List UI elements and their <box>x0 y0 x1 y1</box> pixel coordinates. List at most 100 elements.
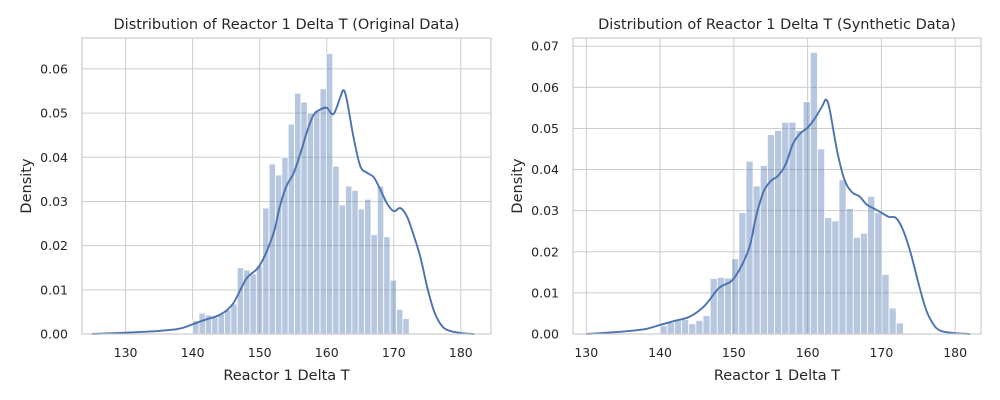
y-tick-label: 0.02 <box>531 244 559 259</box>
histogram-bar <box>695 320 704 335</box>
histogram-bar <box>731 258 740 335</box>
histogram-bar <box>838 179 847 335</box>
x-tick-label: 170 <box>869 345 893 360</box>
chart-synthetic-data: Distribution of Reactor 1 Delta T (Synth… <box>510 17 982 384</box>
histogram-bars <box>659 51 904 335</box>
chart-title: Distribution of Reactor 1 Delta T (Synth… <box>598 17 956 33</box>
histogram-bar <box>852 236 861 335</box>
grid <box>82 38 491 335</box>
histogram-bar <box>809 51 818 335</box>
histogram-bar <box>294 92 302 335</box>
y-tick-label: 0.06 <box>40 61 68 76</box>
histogram-bar <box>688 323 697 335</box>
histogram-bar <box>338 204 346 335</box>
y-axis-label: Density <box>19 158 35 214</box>
histogram-bar <box>376 185 385 335</box>
histogram-bar <box>709 278 718 335</box>
x-tick-label: 160 <box>315 345 339 360</box>
histogram-bar <box>666 322 675 335</box>
plot-frame <box>81 37 492 335</box>
x-tick-label: 180 <box>449 345 473 360</box>
histogram-bar <box>370 234 378 335</box>
histogram-bar <box>767 134 775 335</box>
histogram-bar <box>738 212 747 335</box>
x-tick-label: 130 <box>114 345 138 360</box>
histogram-bar <box>874 212 883 335</box>
y-tick-labels: 0.00 0.01 0.02 0.03 0.04 0.05 0.06 <box>40 61 68 341</box>
histogram-bar <box>236 267 244 335</box>
histogram-bar <box>230 303 238 335</box>
y-tick-label: 0.01 <box>40 282 68 297</box>
histogram-bars <box>192 53 410 335</box>
y-tick-label: 0.04 <box>531 162 559 177</box>
x-tick-label: 150 <box>248 345 272 360</box>
histogram-bar <box>389 279 397 335</box>
y-tick-label: 0.05 <box>531 121 559 136</box>
y-tick-label: 0.01 <box>531 285 559 300</box>
y-tick-label: 0.03 <box>40 194 68 209</box>
chart-original-data: Distribution of Reactor 1 Delta T (Origi… <box>19 17 492 384</box>
histogram-bar <box>351 190 359 335</box>
y-tick-label: 0.03 <box>531 203 559 218</box>
histogram-bar <box>287 123 295 335</box>
histogram-bar <box>817 148 826 335</box>
y-tick-label: 0.07 <box>531 39 559 54</box>
y-tick-label: 0.04 <box>40 150 68 165</box>
plot-frame <box>572 37 982 335</box>
histogram-bar <box>383 236 391 335</box>
x-tick-label: 130 <box>574 345 598 360</box>
histogram-bar <box>888 307 897 335</box>
y-tick-label: 0.05 <box>40 106 68 121</box>
histogram-bar <box>895 322 904 335</box>
histogram-bar <box>781 121 790 335</box>
x-tick-label: 160 <box>796 345 820 360</box>
histogram-bar <box>211 317 219 335</box>
x-tick-label: 150 <box>722 345 746 360</box>
histogram-bar <box>702 315 711 335</box>
histogram-bar <box>275 174 283 335</box>
x-tick-label: 180 <box>943 345 967 360</box>
histogram-bar <box>681 319 690 335</box>
histogram-bar <box>262 207 270 335</box>
histogram-bar <box>724 277 733 335</box>
x-tick-labels: 130 140 150 160 170 180 <box>114 345 473 360</box>
histogram-bar <box>217 313 225 335</box>
y-tick-label: 0.00 <box>531 327 559 342</box>
histogram-bar <box>249 273 257 335</box>
histogram-bar <box>881 273 890 335</box>
kde-density-line <box>586 98 970 335</box>
histogram-bar <box>867 195 876 335</box>
y-tick-labels: 0.00 0.01 0.02 0.03 0.04 0.05 0.06 0.07 <box>531 39 559 342</box>
histogram-bar <box>345 185 353 335</box>
histogram-bar <box>224 309 232 335</box>
y-tick-label: 0.06 <box>531 80 559 95</box>
histogram-bar <box>364 198 372 335</box>
histogram-bar <box>396 308 404 335</box>
histogram-bar <box>673 320 682 335</box>
histogram-bar <box>659 325 668 335</box>
histogram-bar <box>402 318 410 335</box>
histogram-bar <box>255 265 264 335</box>
x-tick-label: 170 <box>382 345 406 360</box>
histogram-bar <box>268 163 276 335</box>
histogram-bar <box>860 232 869 335</box>
x-tick-labels: 130 140 150 160 170 180 <box>574 345 967 360</box>
y-tick-label: 0.02 <box>40 238 68 253</box>
histogram-bar <box>198 312 206 335</box>
histogram-bar <box>831 220 840 335</box>
histogram-bar <box>845 208 854 335</box>
histogram-bar <box>313 110 321 335</box>
x-tick-label: 140 <box>648 345 672 360</box>
chart-title: Distribution of Reactor 1 Delta T (Origi… <box>114 17 460 33</box>
histogram-bar <box>306 112 315 335</box>
x-tick-label: 140 <box>181 345 205 360</box>
histogram-bar <box>332 165 340 335</box>
histogram-bar <box>795 130 804 335</box>
histogram-bar <box>319 88 327 335</box>
histogram-bar <box>824 217 833 335</box>
x-axis-label: Reactor 1 Delta T <box>714 368 840 384</box>
histogram-bar <box>802 101 811 335</box>
y-tick-label: 0.00 <box>40 327 68 342</box>
x-axis-label: Reactor 1 Delta T <box>223 368 349 384</box>
kde-density-line <box>92 89 475 335</box>
